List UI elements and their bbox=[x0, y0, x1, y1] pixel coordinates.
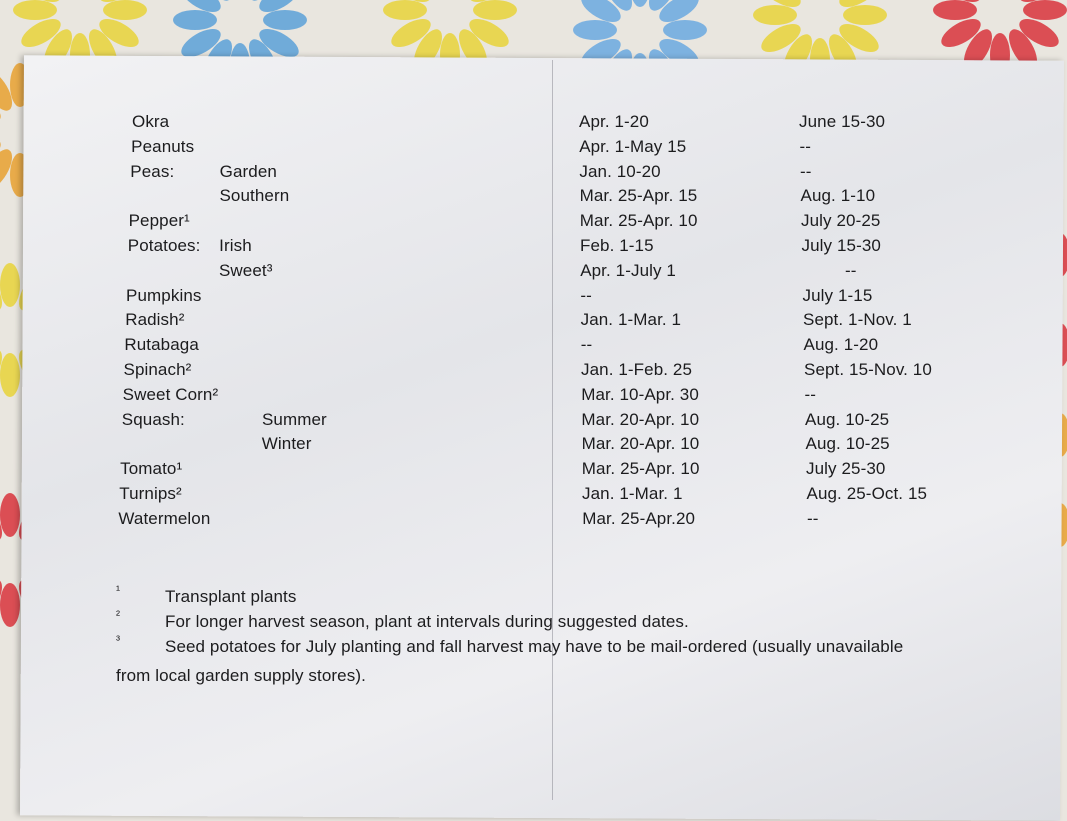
fall-planting-dates: July 1-15 bbox=[803, 286, 873, 306]
footnote-continuation: from local garden supply stores). bbox=[116, 666, 366, 686]
fall-planting-dates: -- bbox=[805, 385, 817, 405]
fall-planting-dates: July 15-30 bbox=[802, 236, 881, 256]
crop-name: Spinach² bbox=[124, 360, 192, 380]
fall-planting-dates: Aug. 1-10 bbox=[801, 186, 876, 206]
crop-name: Radish² bbox=[125, 310, 184, 330]
fall-planting-dates: -- bbox=[800, 162, 812, 182]
spring-planting-dates: Apr. 1-July 1 bbox=[580, 261, 676, 281]
fall-planting-dates: July 20-25 bbox=[801, 211, 880, 231]
fall-planting-dates: June 15-30 bbox=[799, 112, 885, 132]
footnote-text: Transplant plants bbox=[165, 587, 296, 607]
crop-name: Sweet Corn² bbox=[123, 385, 219, 405]
spring-planting-dates: Mar. 25-Apr. 15 bbox=[580, 186, 698, 206]
spring-planting-dates: Jan. 10-20 bbox=[579, 162, 660, 182]
footnote-text: Seed potatoes for July planting and fall… bbox=[165, 637, 903, 657]
spring-planting-dates: Feb. 1-15 bbox=[580, 236, 654, 256]
flower-petal bbox=[0, 263, 20, 307]
flower-petal bbox=[0, 583, 20, 627]
paper-sheet bbox=[20, 55, 1064, 820]
flower-petal bbox=[0, 493, 20, 537]
crop-variety: Sweet³ bbox=[219, 261, 273, 281]
spring-planting-dates: Jan. 1-Mar. 1 bbox=[582, 484, 683, 504]
crop-variety: Southern bbox=[219, 186, 289, 206]
footnote-mark: ² bbox=[116, 608, 120, 622]
flower-petal bbox=[843, 5, 887, 25]
spring-planting-dates: Mar. 10-Apr. 30 bbox=[581, 385, 699, 405]
spring-planting-dates: Jan. 1-Feb. 25 bbox=[581, 360, 692, 380]
crop-name: Squash: bbox=[122, 410, 185, 430]
flower-petal bbox=[103, 0, 147, 20]
spring-planting-dates: Mar. 25-Apr. 10 bbox=[580, 211, 698, 231]
crop-variety: Winter bbox=[262, 434, 312, 454]
crop-name: Tomato¹ bbox=[120, 459, 182, 479]
flower-petal bbox=[0, 353, 20, 397]
spring-planting-dates: Mar. 20-Apr. 10 bbox=[582, 434, 700, 454]
fall-planting-dates: -- bbox=[845, 261, 857, 281]
flower-petal bbox=[383, 0, 427, 20]
fall-planting-dates: Sept. 1-Nov. 1 bbox=[803, 310, 912, 330]
spring-planting-dates: Mar. 25-Apr.20 bbox=[582, 509, 695, 529]
flower-petal bbox=[630, 0, 650, 7]
flower-petal bbox=[1023, 0, 1067, 20]
spring-planting-dates: Apr. 1-20 bbox=[579, 112, 649, 132]
crop-variety: Summer bbox=[262, 410, 327, 430]
crop-name: Potatoes: bbox=[128, 236, 201, 256]
fall-planting-dates: Aug. 25-Oct. 15 bbox=[807, 484, 928, 504]
footnote-text: For longer harvest season, plant at inte… bbox=[165, 612, 689, 632]
fall-planting-dates: July 25-30 bbox=[806, 459, 885, 479]
crop-name: Pumpkins bbox=[126, 286, 201, 306]
paper-fold-line bbox=[552, 60, 553, 800]
crop-variety: Irish bbox=[219, 236, 252, 256]
crop-name: Turnips² bbox=[119, 484, 182, 504]
crop-name: Okra bbox=[132, 112, 169, 132]
spring-planting-dates: -- bbox=[580, 286, 592, 306]
fall-planting-dates: Sept. 15-Nov. 10 bbox=[804, 360, 932, 380]
crop-name: Peanuts bbox=[131, 137, 194, 157]
fall-planting-dates: -- bbox=[807, 509, 819, 529]
crop-name: Rutabaga bbox=[124, 335, 199, 355]
crop-variety: Garden bbox=[220, 162, 277, 182]
spring-planting-dates: Jan. 1-Mar. 1 bbox=[581, 310, 682, 330]
spring-planting-dates: Mar. 20-Apr. 10 bbox=[581, 410, 699, 430]
crop-name: Watermelon bbox=[118, 509, 210, 529]
flower-petal bbox=[473, 0, 517, 20]
flower-petal bbox=[263, 10, 307, 30]
flower-petal bbox=[13, 0, 57, 20]
spring-planting-dates: -- bbox=[581, 335, 593, 355]
flower-petal bbox=[573, 20, 617, 40]
flower-petal bbox=[933, 0, 977, 20]
crop-name: Peas: bbox=[130, 162, 174, 182]
fall-planting-dates: -- bbox=[800, 137, 812, 157]
fall-planting-dates: Aug. 1-20 bbox=[804, 335, 879, 355]
flower-petal bbox=[663, 20, 707, 40]
flower-petal bbox=[173, 10, 217, 30]
fall-planting-dates: Aug. 10-25 bbox=[805, 410, 889, 430]
footnote-mark: ¹ bbox=[116, 583, 120, 597]
spring-planting-dates: Apr. 1-May 15 bbox=[579, 137, 686, 157]
crop-name: Pepper¹ bbox=[129, 211, 190, 231]
spring-planting-dates: Mar. 25-Apr. 10 bbox=[582, 459, 700, 479]
footnote-mark: ³ bbox=[116, 633, 120, 647]
fall-planting-dates: Aug. 10-25 bbox=[806, 434, 890, 454]
flower-petal bbox=[753, 5, 797, 25]
